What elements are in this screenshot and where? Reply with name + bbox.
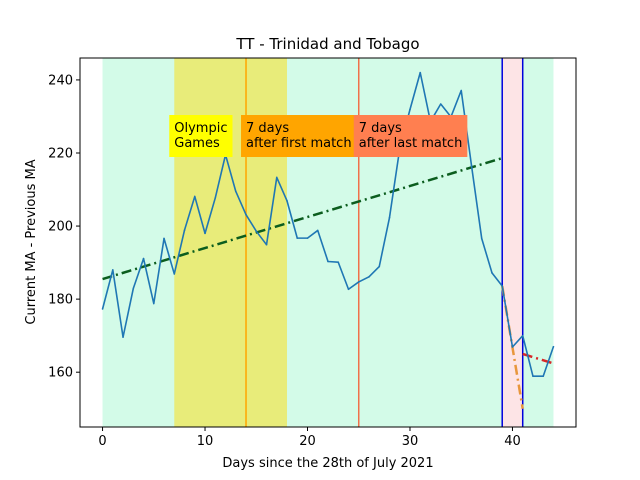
data-point [163,237,165,240]
data-point [501,285,504,287]
data-point [409,108,411,111]
data-point [470,164,473,167]
x-tick-label: 40 [504,434,521,449]
data-point [234,190,237,193]
data-point [255,230,258,232]
data-point [542,375,545,378]
annotation-line-2: Games [174,136,220,151]
data-point [173,273,176,275]
data-point [378,265,381,268]
shaded-band-1 [174,58,288,427]
x-axis-label: Days since the 28th of July 2021 [222,456,433,471]
y-tick-label: 180 [48,293,73,308]
annotation-background [169,115,233,157]
data-point [552,345,555,348]
data-point [204,232,206,235]
data-point [491,272,493,274]
data-point [122,336,124,338]
data-point [327,260,329,263]
data-point [132,287,135,290]
data-point [511,346,514,348]
data-point [439,103,442,105]
data-point [316,229,319,232]
x-tick-label: 20 [299,434,316,449]
data-point [265,243,268,246]
shaded-band-2 [502,58,523,427]
data-point [245,213,247,216]
data-point [193,195,196,198]
y-axis-label: Current MA - Previous MA [24,159,39,324]
data-point [480,237,483,240]
chart-title: TT - Trinidad and Tobago [235,35,419,53]
data-point [347,288,350,291]
annotation-line-1: 7 days [246,121,289,136]
x-tick-label: 30 [402,434,419,449]
data-point [532,375,534,378]
data-point [296,237,299,239]
data-point [388,216,391,219]
data-point [368,276,370,278]
shaded-band-0 [102,58,554,427]
data-point [460,89,463,92]
data-point [306,237,309,239]
data-point [419,71,422,74]
data-point [152,302,155,305]
plot-area [101,58,555,427]
annotation-line-2: after first match [246,136,352,151]
data-point [111,269,114,271]
x-tick-label: 10 [197,434,214,449]
data-point [101,308,104,310]
axis-layer: 0 10 20 30 40 160 180 200 220 240 [48,73,521,449]
y-tick-label: 160 [48,366,73,381]
data-point [521,334,524,337]
x-tick-label: 0 [98,434,106,449]
y-tick-label: 200 [48,220,73,235]
data-point [286,200,288,202]
annotation-line-2: after last match [359,136,463,151]
annotation-background [353,115,468,157]
annotation-line-1: 7 days [359,121,402,136]
y-tick-label: 220 [48,146,73,161]
data-point [142,257,145,260]
data-point [337,261,340,264]
data-point [214,197,217,199]
data-point [357,281,360,283]
annotation-background [241,115,357,157]
annotation-line-1: Olympic [174,121,227,136]
y-tick-label: 240 [48,73,73,88]
data-point [275,176,278,179]
data-point [183,229,186,231]
plot-frame [79,57,577,428]
